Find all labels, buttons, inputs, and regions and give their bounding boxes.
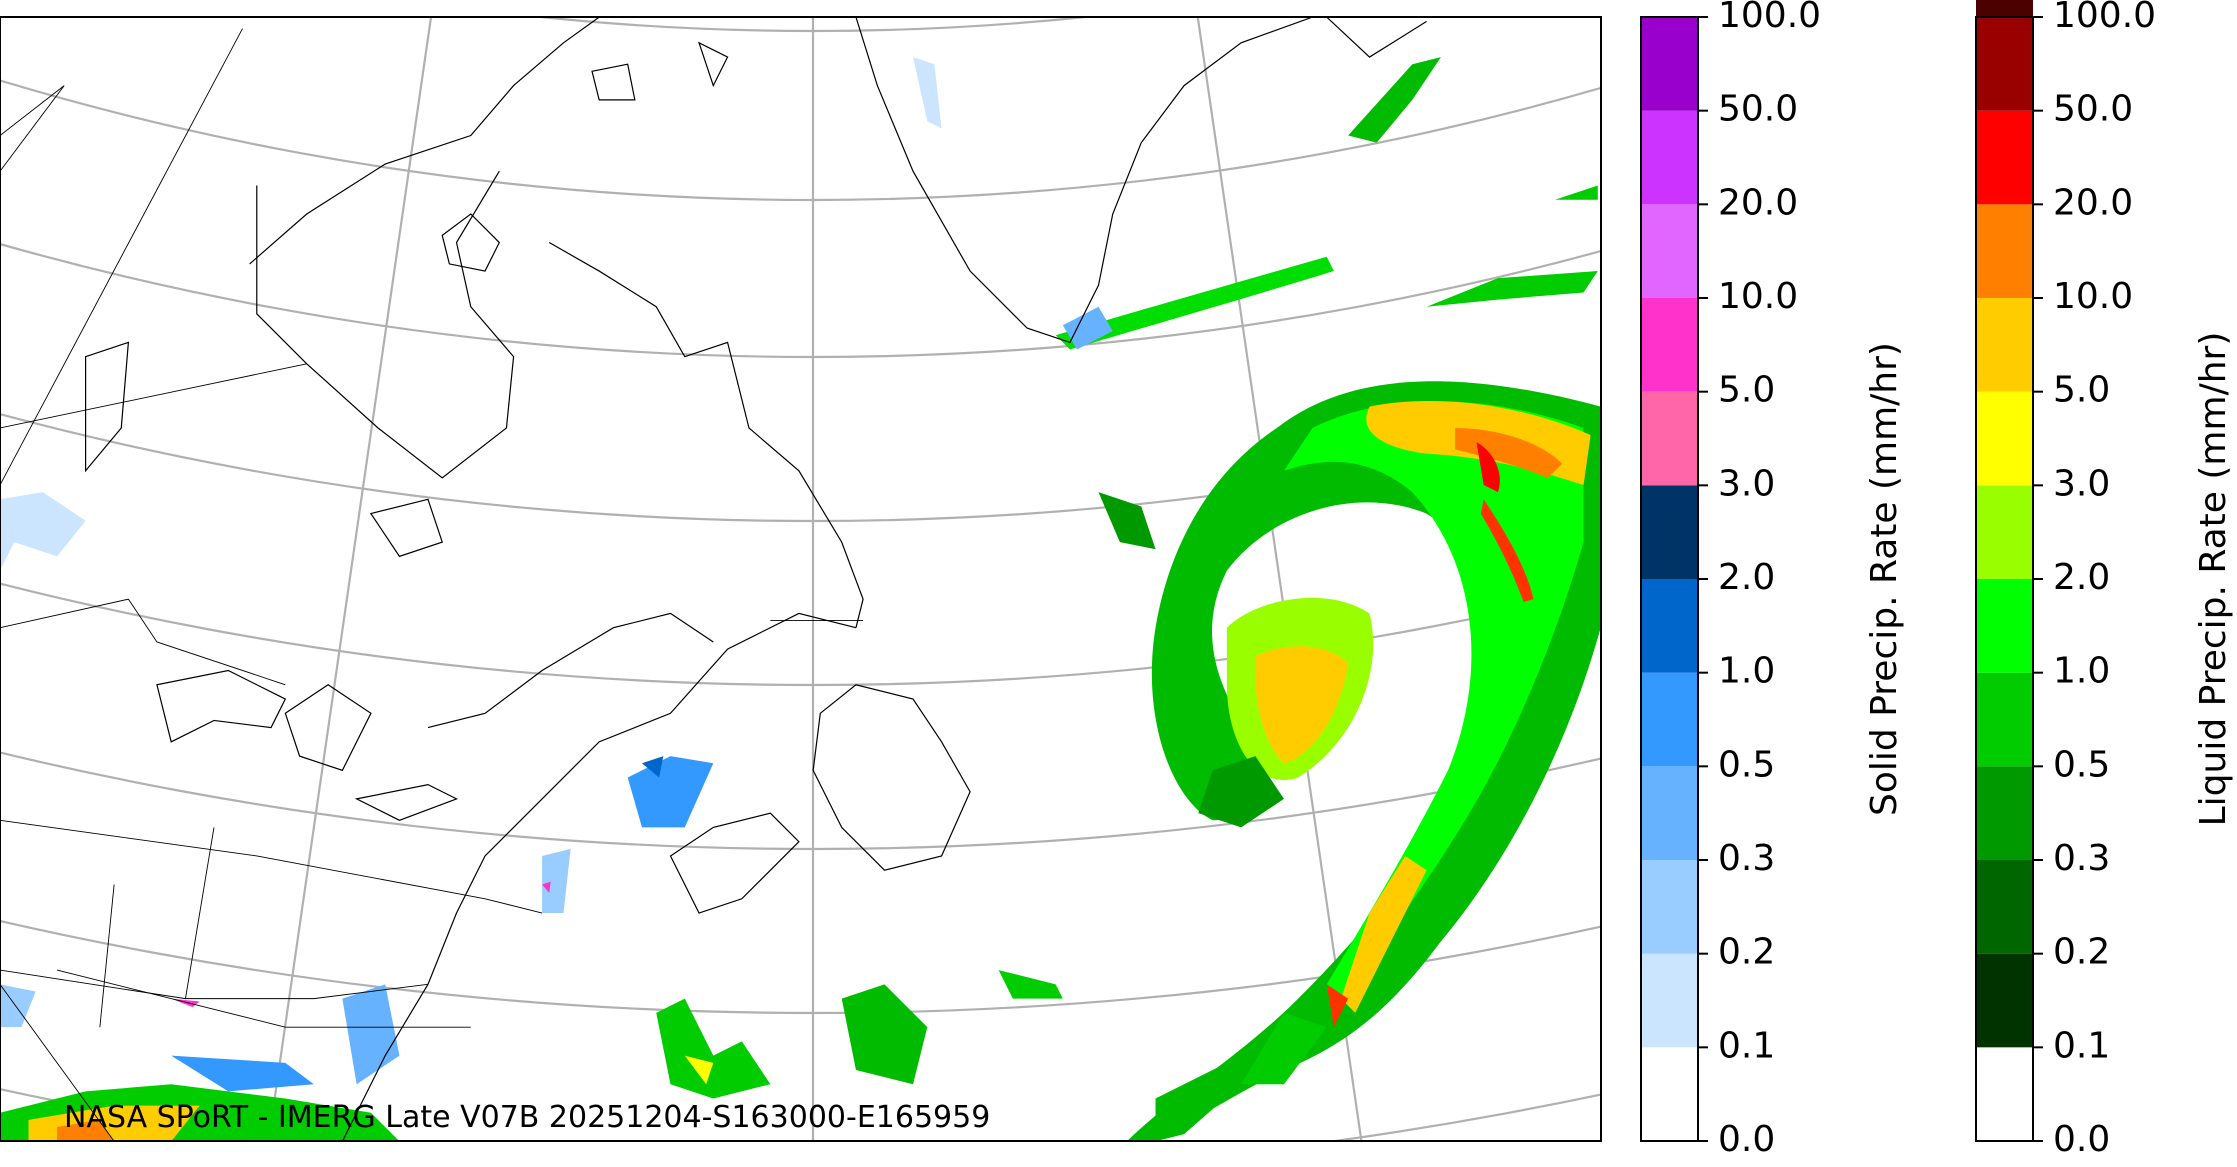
colorbar-segment <box>1976 110 2033 205</box>
colorbar-tick-label: 0.2 <box>1718 932 1775 973</box>
colorbar-tick-label: 1.0 <box>2053 651 2110 692</box>
colorbar-segment <box>1641 953 1698 1048</box>
colorbar-tick-label: 2.0 <box>2053 557 2110 598</box>
precipitation <box>0 57 1601 1141</box>
colorbar-tick-label: 50.0 <box>1718 89 1798 130</box>
colorbar-segment <box>1976 672 2033 767</box>
colorbar-tick-label: 0.3 <box>1718 838 1775 879</box>
colorbar-tick-label: 0.5 <box>1718 744 1775 785</box>
colorbar-tick-label: 100.0 <box>2053 0 2156 36</box>
colorbar-tick-label: 0.5 <box>2053 744 2110 785</box>
colorbar-tick-label: 100.0 <box>1718 0 1821 36</box>
colorbar-tick-label: 10.0 <box>2053 276 2133 317</box>
colorbar-segment <box>1976 17 2033 111</box>
colorbar-tick-label: 10.0 <box>1718 276 1798 317</box>
colorbar-segment <box>1976 860 2033 954</box>
colorbar-segment <box>1641 860 1698 954</box>
colorbar-label: Liquid Precip. Rate (mm/hr) <box>2193 332 2234 827</box>
colorbar-segment <box>1641 17 1698 111</box>
colorbar-tick-label: 20.0 <box>1718 182 1798 223</box>
colorbar-segment <box>1976 953 2033 1048</box>
colorbar-segment <box>1641 1047 1698 1141</box>
colorbar-tick-label: 1.0 <box>1718 651 1775 692</box>
colorbar-segment <box>1641 485 1698 579</box>
colorbar-segment <box>1641 579 1698 673</box>
colorbar-segment <box>1641 391 1698 486</box>
colorbar-label: Solid Precip. Rate (mm/hr) <box>1864 342 1905 816</box>
colorbar-segment <box>1976 579 2033 673</box>
map-frame <box>0 16 1602 1142</box>
colorbar-segment <box>1641 766 1698 860</box>
colorbar-segment <box>1976 0 2033 17</box>
colorbar-tick-label: 5.0 <box>1718 370 1775 411</box>
colorbar-tick-label: 50.0 <box>2053 89 2133 130</box>
colorbar-segment <box>1641 672 1698 767</box>
colorbar-tick-label: 5.0 <box>2053 370 2110 411</box>
colorbar-tick-label: 0.1 <box>1718 1025 1775 1066</box>
colorbar-segment <box>1976 766 2033 860</box>
colorbar-segment <box>1976 391 2033 486</box>
colorbar-tick-label: 3.0 <box>1718 463 1775 504</box>
colorbar-tick-label: 0.1 <box>2053 1025 2110 1066</box>
colorbar-tick-label: 0.3 <box>2053 838 2110 879</box>
colorbar-tick-label: 3.0 <box>2053 463 2110 504</box>
colorbar-segment <box>1976 485 2033 579</box>
colorbar-tick-label: 0.0 <box>2053 1119 2110 1160</box>
colorbar-segment <box>1641 110 1698 205</box>
colorbar-segment <box>1641 298 1698 392</box>
colorbar-segment <box>1976 298 2033 392</box>
coastlines <box>0 17 1427 1141</box>
colorbar-tick-label: 2.0 <box>1718 557 1775 598</box>
colorbar-segment <box>1976 1047 2033 1141</box>
colorbar-segment <box>1641 204 1698 298</box>
colorbar-tick-label: 0.2 <box>2053 932 2110 973</box>
caption: NASA SPoRT - IMERG Late V07B 20251204-S1… <box>64 1100 990 1135</box>
colorbar-tick-label: 0.0 <box>1718 1119 1775 1160</box>
colorbar-segment <box>1976 204 2033 298</box>
colorbar-tick-label: 20.0 <box>2053 182 2133 223</box>
